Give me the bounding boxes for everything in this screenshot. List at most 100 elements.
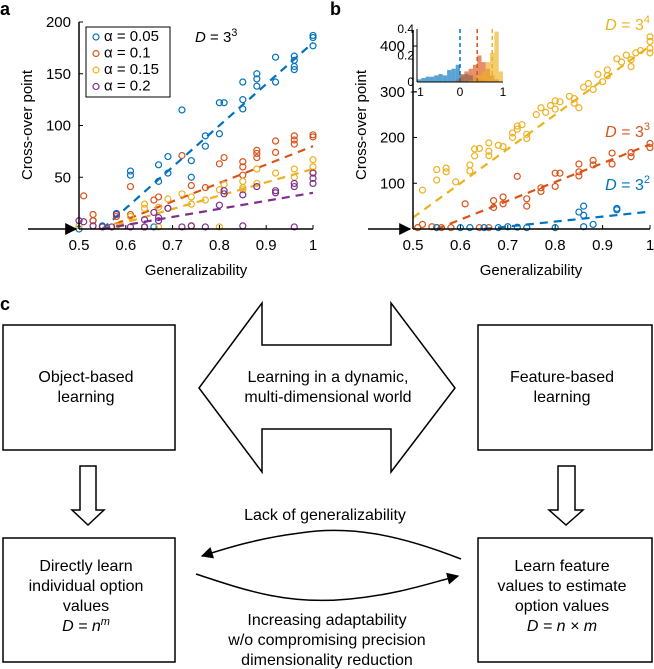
data-point xyxy=(140,204,149,212)
data-point xyxy=(489,197,498,205)
data-point xyxy=(150,208,158,217)
box-feature-based xyxy=(477,324,653,451)
curved-arrow-left-icon xyxy=(200,529,462,560)
histogram-bar xyxy=(434,75,439,82)
data-point xyxy=(442,168,450,176)
data-point xyxy=(485,139,493,147)
data-point xyxy=(290,182,298,191)
data-point xyxy=(309,131,317,139)
data-point xyxy=(627,56,635,64)
data-point xyxy=(309,31,317,40)
data-point xyxy=(253,75,261,83)
data-point xyxy=(537,184,545,192)
fit-line xyxy=(412,45,651,219)
data-point xyxy=(187,181,195,190)
diagram-c: Object-based learning Learning in a dynam… xyxy=(2,300,653,669)
annotation-a: D = 33 xyxy=(195,27,237,46)
data-point xyxy=(485,152,493,160)
data-point xyxy=(126,171,135,179)
data-point xyxy=(220,180,228,189)
data-point xyxy=(271,137,280,145)
histogram-bar xyxy=(481,71,486,82)
data-point xyxy=(215,99,223,107)
data-point xyxy=(442,164,450,172)
data-point xyxy=(627,62,635,71)
histogram-bar xyxy=(429,76,435,82)
histogram-bar xyxy=(460,74,465,82)
data-point xyxy=(154,203,163,211)
feature-values-label: Learn feature values to estimate option va… xyxy=(498,558,627,615)
data-point xyxy=(164,195,172,203)
y-tick-label: 200 xyxy=(46,14,71,31)
fit-line xyxy=(436,143,651,231)
x-axis-label-a: Generalizability xyxy=(145,262,248,279)
data-point xyxy=(80,192,88,200)
data-point xyxy=(475,224,483,232)
histogram-bar xyxy=(477,55,482,82)
center-label: Learning in a dynamic, multi-dimensional … xyxy=(244,369,411,406)
data-point xyxy=(646,37,654,46)
data-point xyxy=(178,151,186,160)
data-point xyxy=(485,147,493,155)
curved-arrow-right-icon xyxy=(195,572,460,602)
y-tick-label: 100 xyxy=(46,118,71,135)
data-point xyxy=(239,177,247,185)
data-point xyxy=(309,133,317,141)
data-point xyxy=(475,144,483,153)
data-point xyxy=(414,224,422,232)
data-point xyxy=(433,176,441,184)
data-point xyxy=(508,133,517,142)
data-point xyxy=(556,98,564,106)
inset-y-tick-label: 0.4 xyxy=(397,22,414,36)
histogram-bar xyxy=(442,75,448,82)
y-tick-label: 300 xyxy=(380,84,405,101)
data-point xyxy=(309,174,317,182)
adaptability-label: Increasing adaptability w/o compromising … xyxy=(227,612,425,669)
data-point xyxy=(575,104,583,112)
data-point xyxy=(433,224,441,232)
object-based-label: Object-based learning xyxy=(38,369,133,406)
data-point xyxy=(494,141,502,149)
data-point xyxy=(508,129,517,137)
x-tick-label: 0.7 xyxy=(497,237,518,254)
x-tick-label: 0.8 xyxy=(209,237,230,254)
data-point xyxy=(89,217,97,225)
data-point xyxy=(580,83,588,91)
data-point xyxy=(603,66,611,74)
legend-label: α = 0.05 xyxy=(104,28,159,45)
data-point xyxy=(253,153,261,162)
series-label: D = 34 xyxy=(605,14,650,34)
data-point xyxy=(594,70,602,78)
chart-a-marks xyxy=(75,31,317,233)
data-point xyxy=(220,187,228,195)
y-axis-label-a: Cross-over point xyxy=(19,69,36,180)
data-point xyxy=(551,224,559,232)
panel-label-b: b xyxy=(330,0,341,19)
data-point xyxy=(513,223,521,231)
data-point xyxy=(290,179,298,188)
histogram-bar xyxy=(425,76,430,82)
data-point xyxy=(253,82,261,90)
data-point xyxy=(608,149,616,157)
data-point xyxy=(290,132,298,140)
data-point xyxy=(608,160,616,168)
fit-line xyxy=(102,191,314,231)
legend-entries: α = 0.05α = 0.1α = 0.15α = 0.2 xyxy=(92,28,159,95)
legend-marker-icon xyxy=(92,66,100,74)
data-point xyxy=(253,149,261,158)
data-point xyxy=(613,206,621,214)
data-point xyxy=(220,190,228,198)
histogram-bar xyxy=(472,78,478,82)
series-label: D = 33 xyxy=(605,121,650,141)
x-tick-label: 0.5 xyxy=(69,237,90,254)
data-point xyxy=(466,161,474,169)
x-axis-label-b: Generalizability xyxy=(480,262,583,279)
data-point xyxy=(622,51,630,59)
data-point xyxy=(589,156,597,164)
data-point xyxy=(456,224,464,232)
